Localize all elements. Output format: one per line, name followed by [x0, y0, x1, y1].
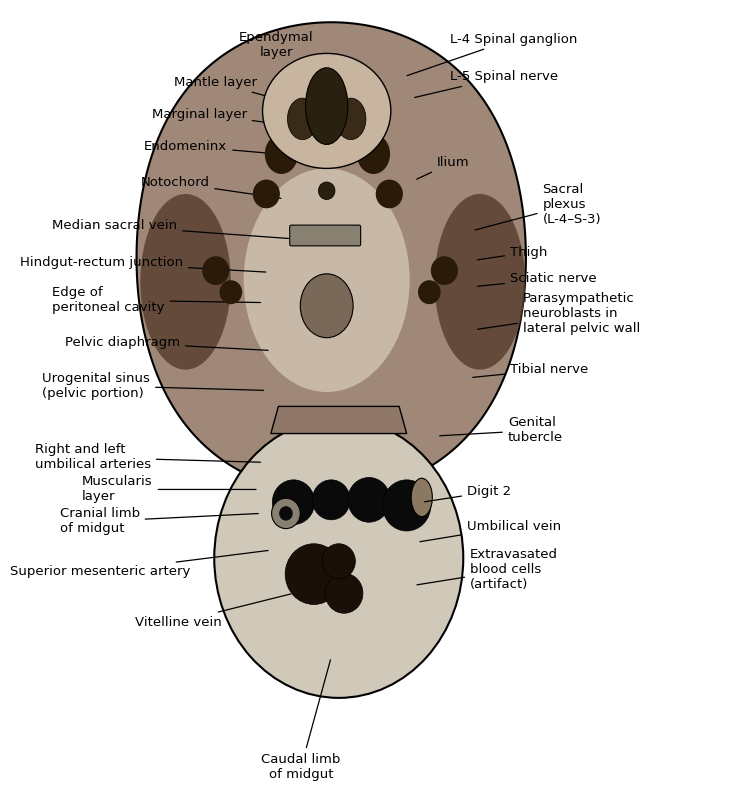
Text: Sacral
plexus
(L-4–S-3): Sacral plexus (L-4–S-3): [475, 183, 601, 230]
Ellipse shape: [253, 179, 280, 208]
Text: Endomeninx: Endomeninx: [144, 139, 276, 154]
Ellipse shape: [300, 274, 353, 338]
Ellipse shape: [318, 182, 335, 199]
Ellipse shape: [279, 506, 293, 521]
Ellipse shape: [322, 544, 355, 579]
Text: Hindgut-rectum junction: Hindgut-rectum junction: [20, 256, 266, 272]
Ellipse shape: [435, 194, 525, 370]
Text: Genital
tubercle: Genital tubercle: [440, 416, 563, 444]
Text: Caudal limb
of midgut: Caudal limb of midgut: [262, 660, 341, 781]
Ellipse shape: [272, 480, 314, 525]
Ellipse shape: [411, 478, 432, 517]
Text: Thigh: Thigh: [477, 246, 547, 260]
Ellipse shape: [325, 574, 363, 614]
Text: Pelvic diaphragm: Pelvic diaphragm: [65, 336, 268, 350]
Ellipse shape: [312, 480, 350, 520]
Text: Urogenital sinus
(pelvic portion): Urogenital sinus (pelvic portion): [42, 372, 264, 400]
Ellipse shape: [431, 256, 458, 285]
Text: Edge of
peritoneal cavity: Edge of peritoneal cavity: [52, 286, 261, 314]
Polygon shape: [271, 406, 407, 434]
Text: Marginal layer: Marginal layer: [152, 107, 281, 124]
Ellipse shape: [285, 544, 342, 605]
Text: Superior mesenteric artery: Superior mesenteric artery: [10, 550, 268, 578]
Ellipse shape: [418, 280, 441, 304]
Text: Notochord: Notochord: [141, 176, 281, 198]
Text: L-5 Spinal nerve: L-5 Spinal nerve: [414, 70, 558, 98]
Ellipse shape: [271, 498, 300, 529]
Text: Parasympathetic
neuroblasts in
lateral pelvic wall: Parasympathetic neuroblasts in lateral p…: [477, 292, 640, 335]
Ellipse shape: [219, 280, 242, 304]
Ellipse shape: [262, 54, 391, 169]
Ellipse shape: [141, 194, 231, 370]
Ellipse shape: [376, 179, 403, 208]
Ellipse shape: [336, 98, 366, 140]
Text: L-4 Spinal ganglion: L-4 Spinal ganglion: [407, 33, 577, 76]
Ellipse shape: [202, 256, 229, 285]
Text: Muscularis
layer: Muscularis layer: [82, 475, 256, 503]
Text: Sciatic nerve: Sciatic nerve: [477, 272, 596, 286]
Text: Extravasated
blood cells
(artifact): Extravasated blood cells (artifact): [417, 548, 558, 591]
Text: Median sacral vein: Median sacral vein: [52, 219, 289, 238]
Ellipse shape: [214, 418, 463, 698]
Ellipse shape: [287, 98, 318, 140]
Text: Mantle layer: Mantle layer: [174, 76, 289, 102]
Text: Ependymal
layer: Ependymal layer: [239, 31, 314, 85]
Text: Tibial nerve: Tibial nerve: [472, 363, 588, 378]
Text: Umbilical vein: Umbilical vein: [420, 520, 561, 542]
Text: Vitelline vein: Vitelline vein: [135, 594, 291, 629]
Text: Right and left
umbilical arteries: Right and left umbilical arteries: [35, 443, 261, 471]
Ellipse shape: [265, 134, 298, 174]
Text: Cranial limb
of midgut: Cranial limb of midgut: [60, 507, 259, 535]
Ellipse shape: [243, 169, 410, 392]
FancyBboxPatch shape: [290, 225, 361, 246]
Text: Ilium: Ilium: [417, 155, 469, 179]
Ellipse shape: [305, 68, 348, 145]
Ellipse shape: [383, 480, 431, 531]
Text: Digit 2: Digit 2: [425, 486, 511, 502]
Ellipse shape: [357, 134, 390, 174]
Ellipse shape: [348, 478, 390, 522]
Polygon shape: [137, 22, 526, 494]
